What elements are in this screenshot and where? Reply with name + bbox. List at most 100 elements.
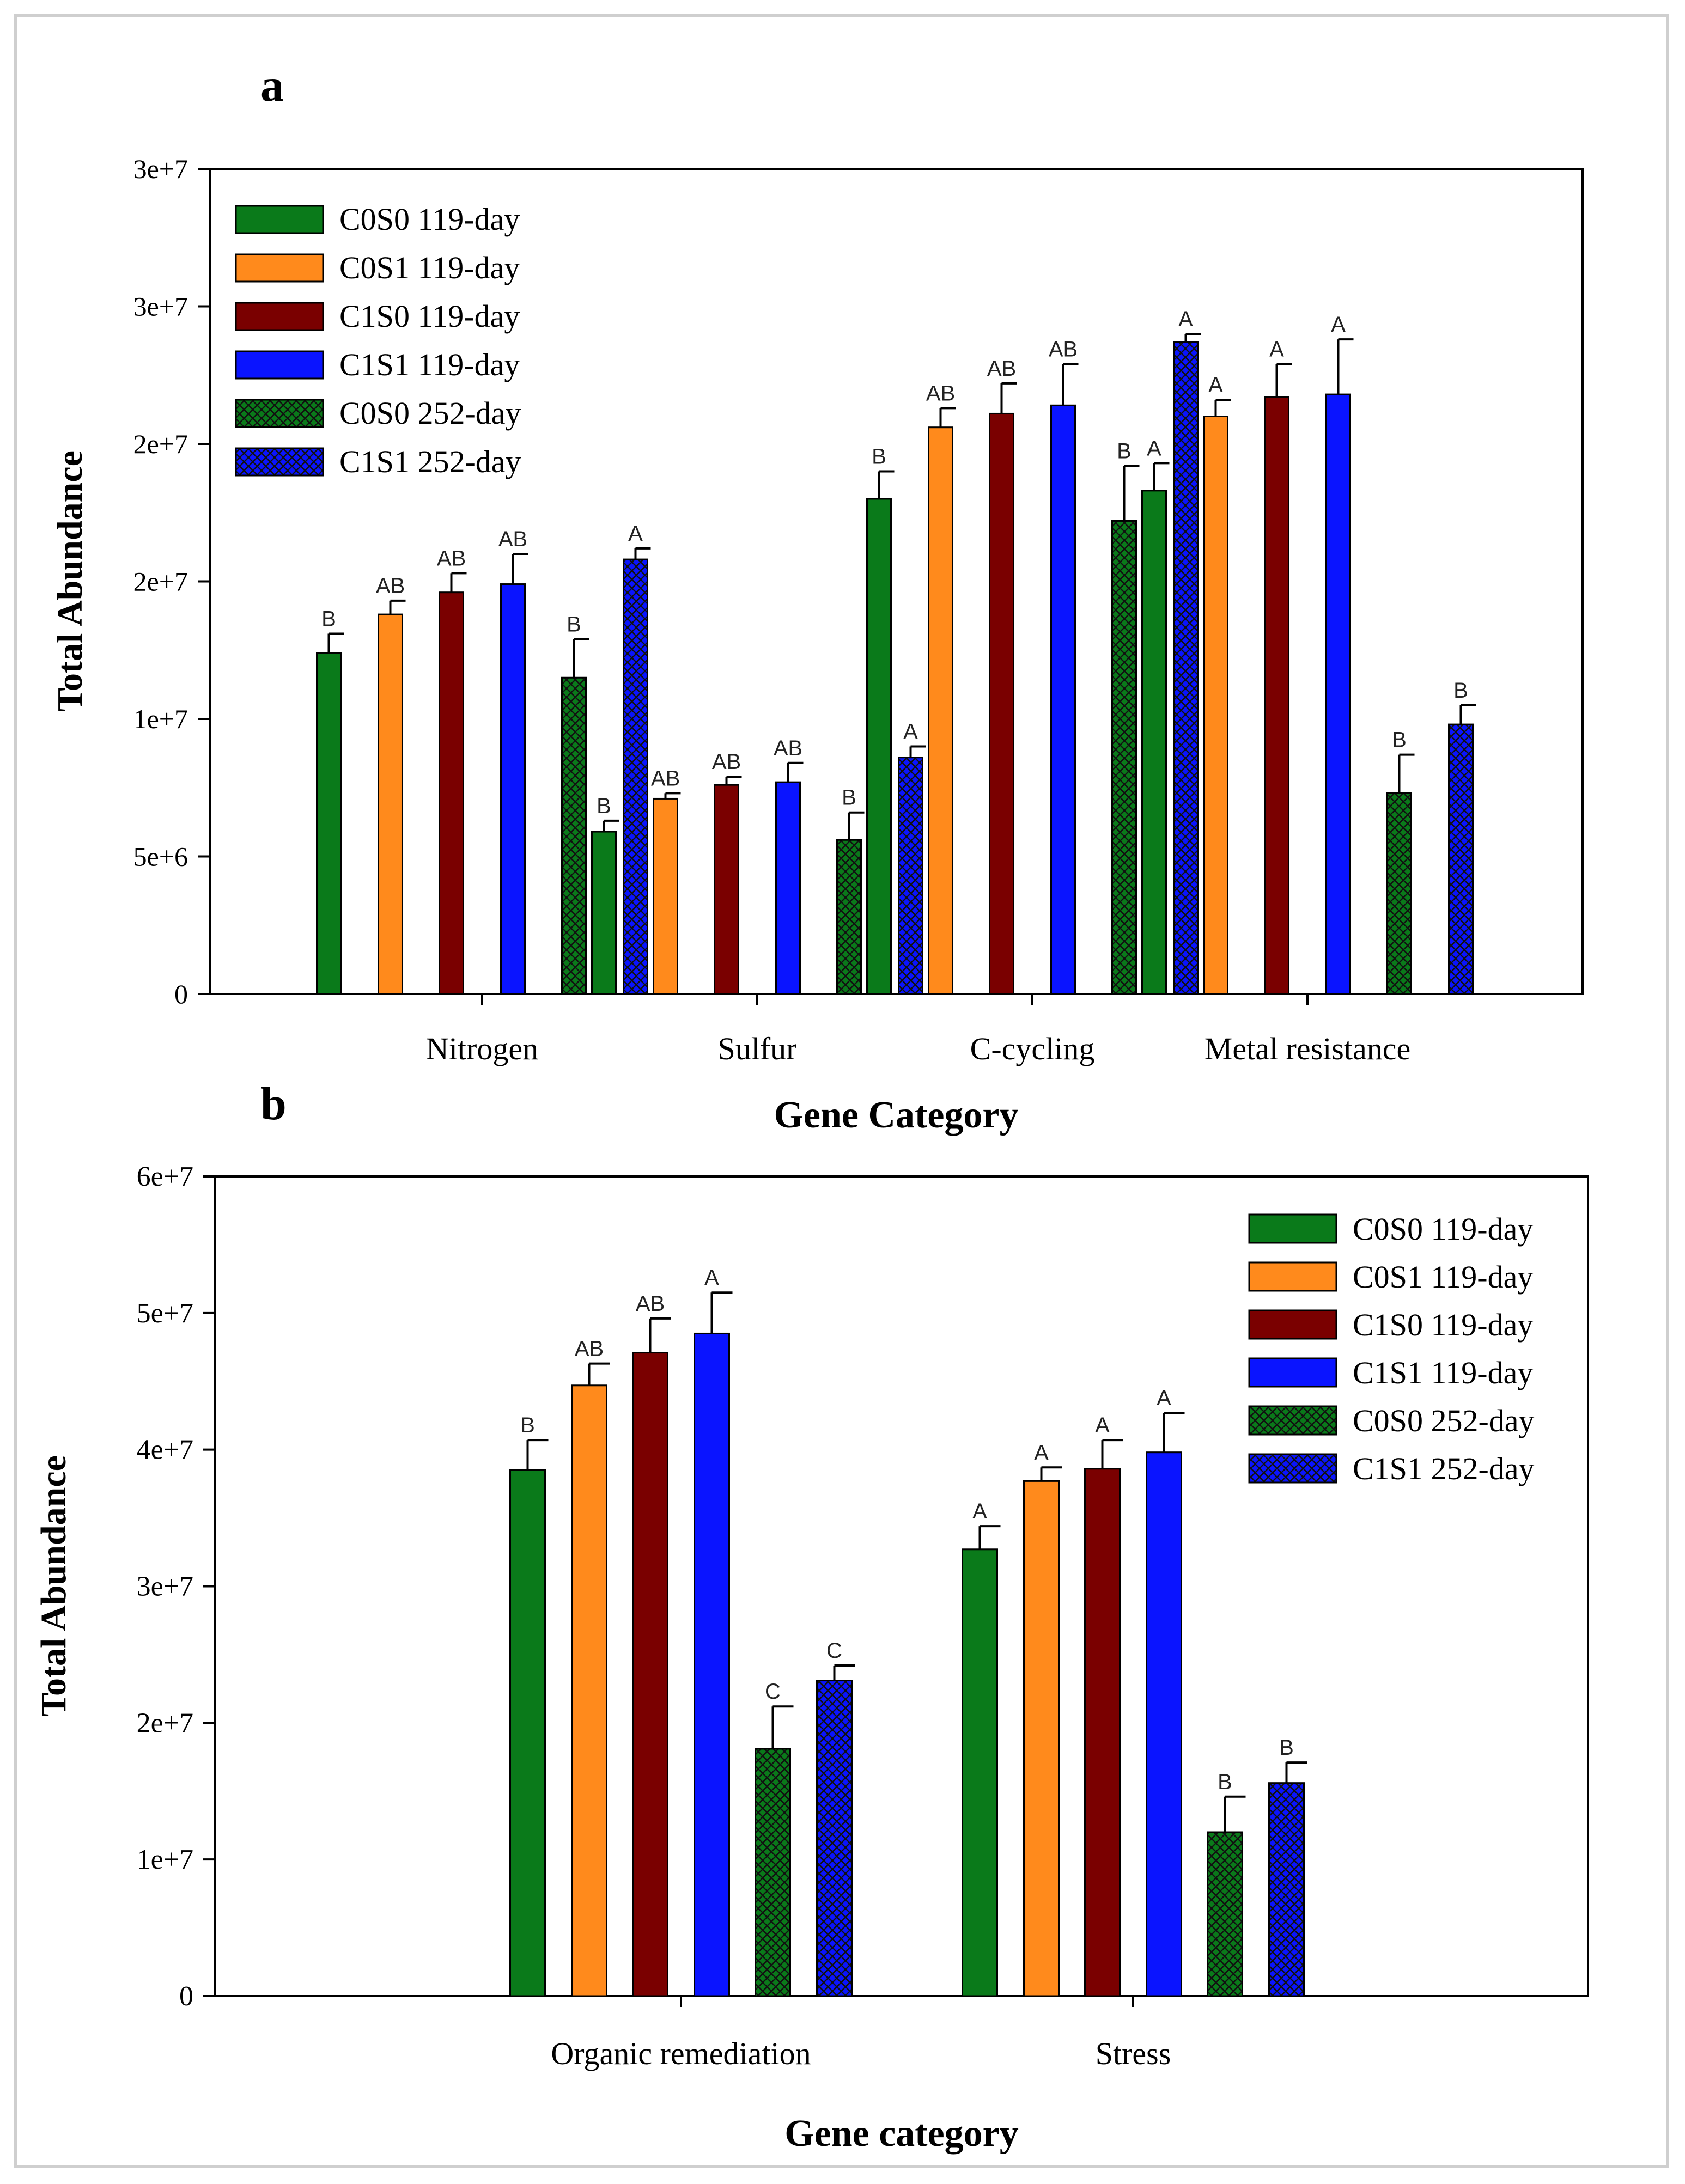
y-tick-label-b-4: 4e+7 — [137, 1435, 193, 1466]
bar-b-C0S0_252-0 — [755, 1748, 791, 1997]
legend-swatch-b-C0S0_252 — [1248, 1405, 1337, 1436]
y-tick-label-b-0: 0 — [179, 1981, 193, 2012]
bar-a-C1S1_252-1 — [898, 757, 923, 995]
category-label-a-0: Nitrogen — [426, 1031, 538, 1066]
legend-swatch-b-C1S1_119 — [1248, 1357, 1337, 1388]
bar-a-C1S0_119-0 — [439, 591, 464, 995]
legend-label-a-C1S1_252: C1S1 252-day — [339, 444, 521, 479]
y-axis-label-b: Total Abundance — [34, 1455, 74, 1717]
bar-b-C0S0_119-1 — [962, 1548, 998, 1997]
significance-letter-a-C0S0_252-3: B — [1392, 728, 1407, 752]
significance-letter-a-C1S1_119-1: AB — [774, 736, 802, 760]
significance-letter-a-C0S1_119-3: A — [1208, 373, 1223, 397]
bar-a-C1S0_119-2 — [989, 412, 1014, 995]
legend-label-b-C1S0_119: C1S0 119-day — [1353, 1307, 1533, 1343]
bar-b-C1S0_119-0 — [632, 1352, 668, 1997]
legend-b: C0S0 119-day C0S1 119-day C1S0 119-day C1S1… — [1248, 1211, 1535, 1486]
legend-swatch-a-C0S0_119 — [235, 205, 324, 234]
bar-b-C1S0_119-1 — [1084, 1468, 1121, 1997]
y-tick-label-a-3: 2e+7 — [133, 566, 188, 597]
y-tick-label-a-1: 5e+6 — [133, 841, 188, 872]
y-tick-label-b-1: 1e+7 — [137, 1844, 193, 1875]
legend-swatch-a-C0S1_119 — [235, 253, 324, 283]
bar-a-C0S1_119-3 — [1203, 416, 1228, 995]
significance-letter-b-C0S0_252-1: B — [1218, 1770, 1232, 1794]
significance-letter-a-C0S1_119-0: AB — [376, 574, 405, 598]
legend-swatch-b-C0S0_119 — [1248, 1213, 1337, 1244]
bar-b-C1S1_119-1 — [1146, 1451, 1182, 1997]
figure-frame — [14, 14, 1669, 2168]
bar-a-C1S1_119-2 — [1050, 404, 1076, 995]
significance-letter-b-C1S1_252-0: C — [826, 1639, 842, 1663]
bar-a-C0S0_252-2 — [1111, 520, 1137, 995]
bar-a-C0S1_119-2 — [928, 426, 953, 995]
significance-letter-a-C1S1_252-0: A — [628, 522, 643, 546]
category-label-a-1: Sulfur — [718, 1031, 797, 1066]
bar-a-C1S1_119-1 — [775, 781, 801, 995]
legend-a: C0S0 119-day C0S1 119-day C1S0 119-day C1S1… — [235, 202, 521, 479]
y-tick-label-a-6: 3e+7 — [133, 154, 188, 184]
bar-a-C1S1_119-3 — [1325, 393, 1351, 995]
legend-label-b-C1S1_252: C1S1 252-day — [1353, 1451, 1535, 1486]
panel-b: b 0 1e+7 2e+7 3e+7 4e+7 5e+7 6e+7 B A AB A AB A A A C B… — [34, 1077, 1589, 2155]
y-tick-label-b-6: 6e+7 — [137, 1161, 193, 1192]
y-tick-label-b-3: 3e+7 — [137, 1571, 193, 1602]
significance-letter-a-C1S1_119-2: AB — [1049, 338, 1078, 362]
legend-swatch-b-C1S1_252 — [1248, 1453, 1337, 1484]
legend-label-b-C1S1_119: C1S1 119-day — [1353, 1355, 1533, 1390]
significance-letter-a-C1S1_252-1: A — [903, 720, 918, 744]
significance-letter-a-C1S1_119-3: A — [1331, 313, 1346, 337]
significance-letter-b-C0S0_252-0: C — [765, 1680, 781, 1704]
legend-label-b-C0S0_119: C0S0 119-day — [1353, 1211, 1533, 1247]
y-tick-label-a-4: 2e+7 — [133, 429, 188, 459]
legend-label-a-C1S0_119: C1S0 119-day — [339, 298, 520, 334]
panel-label-b: b — [260, 1077, 287, 1130]
significance-letter-a-C1S0_119-2: AB — [987, 357, 1016, 381]
significance-letter-b-C0S0_119-0: B — [520, 1413, 535, 1437]
significance-letter-b-C0S0_119-1: A — [972, 1499, 987, 1523]
bar-a-C1S1_119-0 — [500, 583, 526, 995]
significance-letter-a-C0S1_119-1: AB — [651, 766, 680, 790]
y-tick-label-a-0: 0 — [174, 979, 188, 1009]
bar-b-C1S1_252-1 — [1268, 1782, 1305, 1997]
legend-label-a-C1S1_119: C1S1 119-day — [339, 347, 520, 382]
bar-a-C0S0_119-2 — [866, 498, 892, 995]
bar-a-C0S0_252-0 — [561, 676, 587, 995]
y-tick-label-b-5: 5e+7 — [137, 1298, 193, 1329]
significance-letter-b-C1S1_119-0: A — [704, 1266, 719, 1290]
category-label-a-2: C-cycling — [970, 1031, 1095, 1066]
significance-letter-b-C0S1_119-1: A — [1034, 1441, 1049, 1465]
bar-a-C0S0_119-1 — [591, 831, 617, 995]
significance-letter-b-C0S1_119-0: AB — [575, 1337, 604, 1361]
y-tick-label-b-2: 2e+7 — [137, 1707, 193, 1738]
significance-letter-a-C1S0_119-0: AB — [437, 546, 466, 570]
plot-frame-b — [214, 1175, 1589, 1997]
category-label-a-3: Metal resistance — [1205, 1031, 1410, 1066]
significance-letter-b-C1S1_252-1: B — [1279, 1736, 1294, 1760]
bar-a-C1S0_119-1 — [714, 784, 739, 995]
bar-a-C0S0_119-3 — [1141, 490, 1167, 995]
significance-letter-a-C1S1_252-2: A — [1178, 307, 1193, 331]
bar-a-C0S1_119-0 — [378, 613, 403, 995]
category-label-b-1: Stress — [1096, 2036, 1171, 2071]
significance-letter-a-C0S0_119-0: B — [321, 607, 336, 631]
significance-letter-b-C1S1_119-1: A — [1157, 1386, 1171, 1410]
bar-a-C0S0_119-0 — [316, 652, 342, 995]
bar-b-C1S1_252-0 — [816, 1680, 853, 1997]
legend-swatch-b-C0S1_119 — [1248, 1261, 1337, 1292]
significance-letter-a-C0S0_252-0: B — [567, 613, 581, 637]
significance-letter-a-C0S0_252-1: B — [842, 786, 856, 810]
legend-swatch-a-C1S0_119 — [235, 302, 324, 331]
y-tick-label-a-5: 3e+7 — [133, 291, 188, 322]
significance-letter-a-C1S1_252-3: B — [1453, 679, 1468, 703]
significance-letter-a-C0S1_119-2: AB — [926, 381, 955, 405]
legend-label-b-C0S0_252: C0S0 252-day — [1353, 1403, 1535, 1438]
legend-swatch-a-C1S1_252 — [235, 447, 324, 477]
panel-label-a: a — [260, 59, 284, 111]
significance-letter-a-C0S0_119-1: B — [597, 794, 611, 818]
y-axis-label-a: Total Abundance — [50, 450, 90, 712]
significance-letter-b-C1S0_119-1: A — [1095, 1413, 1110, 1437]
bar-a-C1S0_119-3 — [1264, 396, 1289, 995]
